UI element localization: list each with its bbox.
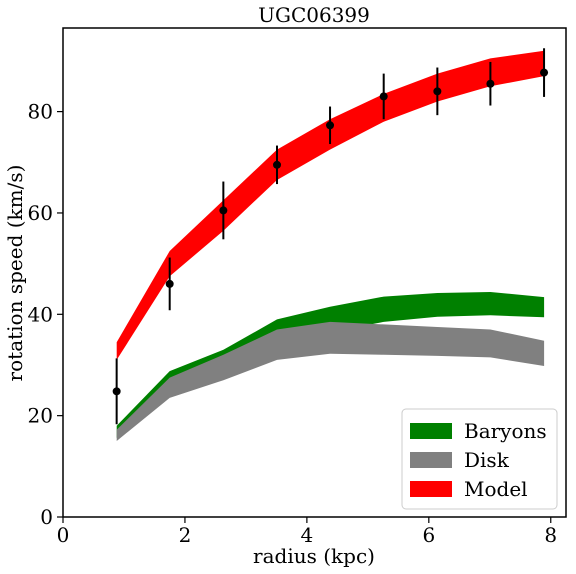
data-point — [486, 79, 495, 88]
disk-legend-swatch — [410, 452, 452, 468]
x-tick-label: 8 — [544, 523, 557, 547]
chart-title: UGC06399 — [258, 3, 370, 27]
disk-legend-label: Disk — [464, 448, 510, 472]
data-point — [273, 160, 282, 169]
disk-band — [116, 321, 545, 441]
baryons-legend-label: Baryons — [464, 419, 547, 443]
y-tick-label: 20 — [28, 404, 53, 428]
data-point — [540, 68, 549, 77]
x-tick-label: 4 — [301, 523, 314, 547]
x-tick-label: 6 — [422, 523, 435, 547]
model-band — [116, 50, 545, 360]
x-tick-label: 0 — [57, 523, 70, 547]
model-legend-label: Model — [464, 477, 528, 501]
y-tick-label: 60 — [28, 201, 53, 225]
plot-area — [112, 48, 549, 441]
model-legend-swatch — [410, 481, 452, 497]
y-axis-label: rotation speed (km/s) — [3, 165, 27, 382]
x-axis-label: radius (kpc) — [253, 544, 375, 568]
data-point — [433, 87, 442, 96]
x-tick-label: 2 — [179, 523, 192, 547]
y-tick-label: 0 — [40, 505, 53, 529]
data-point — [112, 387, 121, 396]
y-tick-label: 40 — [28, 302, 53, 326]
data-point — [326, 121, 335, 130]
data-point — [165, 279, 174, 288]
data-point — [379, 92, 388, 101]
legend: Baryons Disk Model — [401, 408, 558, 510]
data-point — [219, 206, 228, 215]
baryons-legend-swatch — [410, 423, 452, 439]
plot-frame — [62, 27, 567, 518]
y-tick-label: 80 — [28, 100, 53, 124]
